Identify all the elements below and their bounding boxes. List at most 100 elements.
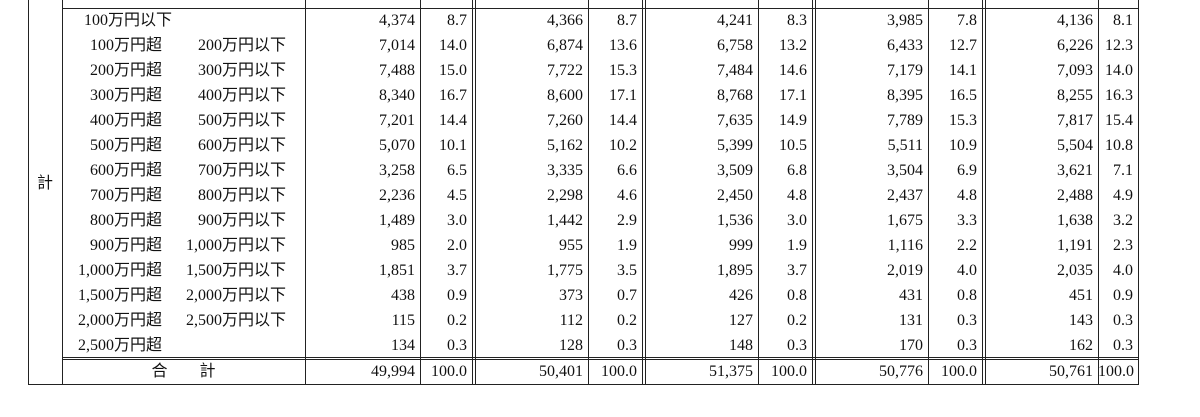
count-cell: 2,019 [887, 262, 923, 279]
count-cell: 115 [391, 312, 415, 329]
count-cell: 1,116 [887, 237, 923, 254]
count-cell: 5,070 [379, 137, 415, 154]
side-label: 計 [36, 174, 53, 192]
rule [28, 0, 29, 385]
rule [28, 384, 1139, 385]
percent-cell: 1.9 [617, 237, 637, 254]
percent-cell: 15.3 [609, 62, 637, 79]
percent-cell: 13.2 [779, 37, 807, 54]
rule [812, 0, 813, 385]
percent-cell: 0.2 [617, 312, 637, 329]
percent-cell: 7.1 [1113, 162, 1133, 179]
count-cell: 134 [391, 337, 415, 354]
count-cell: 5,399 [717, 137, 753, 154]
count-cell: 955 [559, 237, 583, 254]
range-to: 200万円以下 [197, 37, 286, 54]
percent-cell: 0.3 [617, 337, 637, 354]
count-cell: 7,014 [379, 37, 415, 54]
percent-cell: 10.2 [609, 137, 637, 154]
percent-cell: 6.9 [957, 162, 977, 179]
count-cell: 170 [899, 337, 923, 354]
percent-cell: 0.8 [787, 287, 807, 304]
percent-cell: 0.3 [1113, 337, 1133, 354]
range-from: 2,500万円超 [77, 337, 162, 354]
percent-cell: 14.1 [949, 62, 977, 79]
range-from: 800万円超 [89, 212, 162, 229]
count-cell: 8,768 [717, 87, 753, 104]
count-cell: 8,255 [1057, 87, 1093, 104]
range-from: 400万円超 [89, 112, 162, 129]
count-cell: 7,722 [547, 62, 583, 79]
count-cell: 8,600 [547, 87, 583, 104]
count-cell: 999 [729, 237, 753, 254]
count-cell: 7,093 [1057, 62, 1093, 79]
rule [642, 0, 643, 385]
percent-cell: 17.1 [779, 87, 807, 104]
count-cell: 6,758 [717, 37, 753, 54]
count-cell: 4,374 [379, 12, 415, 29]
percent-cell: 4.6 [617, 187, 637, 204]
percent-cell: 14.4 [609, 112, 637, 129]
range-from: 1,000万円超 [77, 262, 162, 279]
count-cell: 451 [1069, 287, 1093, 304]
count-cell: 1,675 [887, 212, 923, 229]
count-cell: 985 [391, 237, 415, 254]
percent-cell: 16.5 [949, 87, 977, 104]
count-cell: 1,895 [717, 262, 753, 279]
rule [645, 0, 646, 385]
count-cell: 5,162 [547, 137, 583, 154]
count-cell: 426 [729, 287, 753, 304]
rule [985, 0, 986, 385]
rule [472, 0, 473, 385]
count-cell: 7,260 [547, 112, 583, 129]
range-to: 600万円以下 [197, 137, 286, 154]
range-from: 1,500万円超 [77, 287, 162, 304]
percent-cell: 0.3 [957, 337, 977, 354]
percent-cell: 0.8 [957, 287, 977, 304]
range-to: 2,500万円以下 [185, 312, 286, 329]
percent-cell: 2.0 [447, 237, 467, 254]
percent-cell: 0.3 [957, 312, 977, 329]
rule [815, 0, 816, 385]
count-cell: 8,395 [887, 87, 923, 104]
percent-cell: 6.5 [447, 162, 467, 179]
range-to: 1,000万円以下 [185, 237, 286, 254]
rule [305, 0, 306, 385]
percent-cell: 3.0 [447, 212, 467, 229]
percent-cell: 2.3 [1113, 237, 1133, 254]
percent-cell: 0.2 [787, 312, 807, 329]
range-from: 100万円以下 [84, 12, 173, 29]
range-from: 100万円超 [89, 37, 162, 54]
count-cell: 51,375 [709, 363, 753, 380]
percent-cell: 6.6 [617, 162, 637, 179]
range-from: 2,000万円超 [77, 312, 162, 329]
range-to: 300万円以下 [197, 62, 286, 79]
count-cell: 5,504 [1057, 137, 1093, 154]
percent-cell: 0.3 [787, 337, 807, 354]
count-cell: 4,241 [717, 12, 753, 29]
percent-cell: 6.8 [787, 162, 807, 179]
total-label: 合 計 [151, 363, 216, 380]
count-cell: 3,258 [379, 162, 415, 179]
percent-cell: 10.5 [779, 137, 807, 154]
count-cell: 7,817 [1057, 112, 1093, 129]
count-cell: 2,488 [1057, 187, 1093, 204]
percent-cell: 3.7 [447, 262, 467, 279]
count-cell: 143 [1069, 312, 1093, 329]
percent-cell: 16.7 [439, 87, 467, 104]
range-to: 900万円以下 [197, 212, 286, 229]
percent-cell: 3.5 [617, 262, 637, 279]
count-cell: 431 [899, 287, 923, 304]
count-cell: 1,638 [1057, 212, 1093, 229]
percent-cell: 3.0 [787, 212, 807, 229]
count-cell: 1,489 [379, 212, 415, 229]
count-cell: 128 [559, 337, 583, 354]
range-to: 2,000万円以下 [185, 287, 286, 304]
count-cell: 7,635 [717, 112, 753, 129]
percent-cell: 0.3 [1113, 312, 1133, 329]
percent-cell: 14.0 [1105, 62, 1133, 79]
rule [62, 357, 1138, 358]
percent-cell: 100.0 [601, 363, 637, 380]
count-cell: 7,488 [379, 62, 415, 79]
